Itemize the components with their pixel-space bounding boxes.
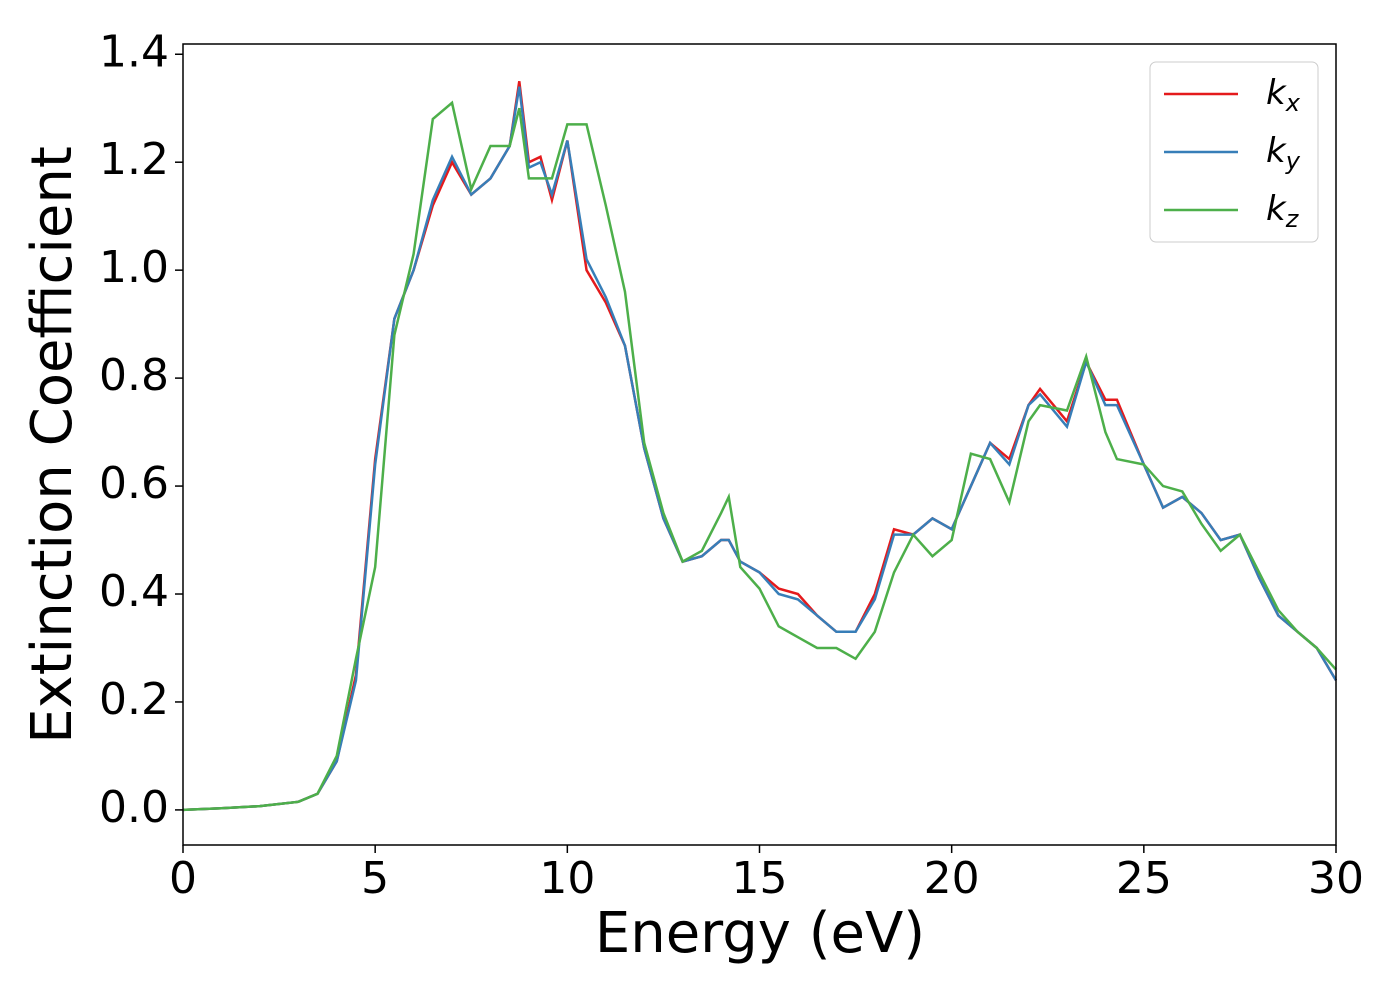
y-tick-label: 0.8 xyxy=(99,350,169,401)
x-tick-label: 30 xyxy=(1308,853,1364,904)
plot-frame xyxy=(182,43,1337,846)
legend-label: kz xyxy=(1266,189,1300,234)
x-tick-label: 5 xyxy=(361,853,389,904)
x-tick-label: 15 xyxy=(732,853,788,904)
x-tick-label: 0 xyxy=(169,853,197,904)
y-tick-label: 0.4 xyxy=(99,566,169,617)
y-tick-label: 1.4 xyxy=(99,26,169,77)
x-axis-label: Energy (eV) xyxy=(595,901,925,966)
x-tick-label: 25 xyxy=(1116,853,1172,904)
y-tick-label: 0.6 xyxy=(99,458,169,509)
legend-label: ky xyxy=(1266,131,1301,176)
x-tick-label: 10 xyxy=(539,853,595,904)
y-tick-label: 0.0 xyxy=(99,782,169,833)
y-tick-label: 0.2 xyxy=(99,674,169,725)
y-tick-label: 1.2 xyxy=(99,134,169,185)
y-tick-label: 1.0 xyxy=(99,242,169,293)
series-line xyxy=(182,100,1337,812)
x-tick-label: 20 xyxy=(924,853,980,904)
y-axis-label: Extinction Coefficient xyxy=(20,146,85,744)
legend-label: kx xyxy=(1266,73,1301,118)
